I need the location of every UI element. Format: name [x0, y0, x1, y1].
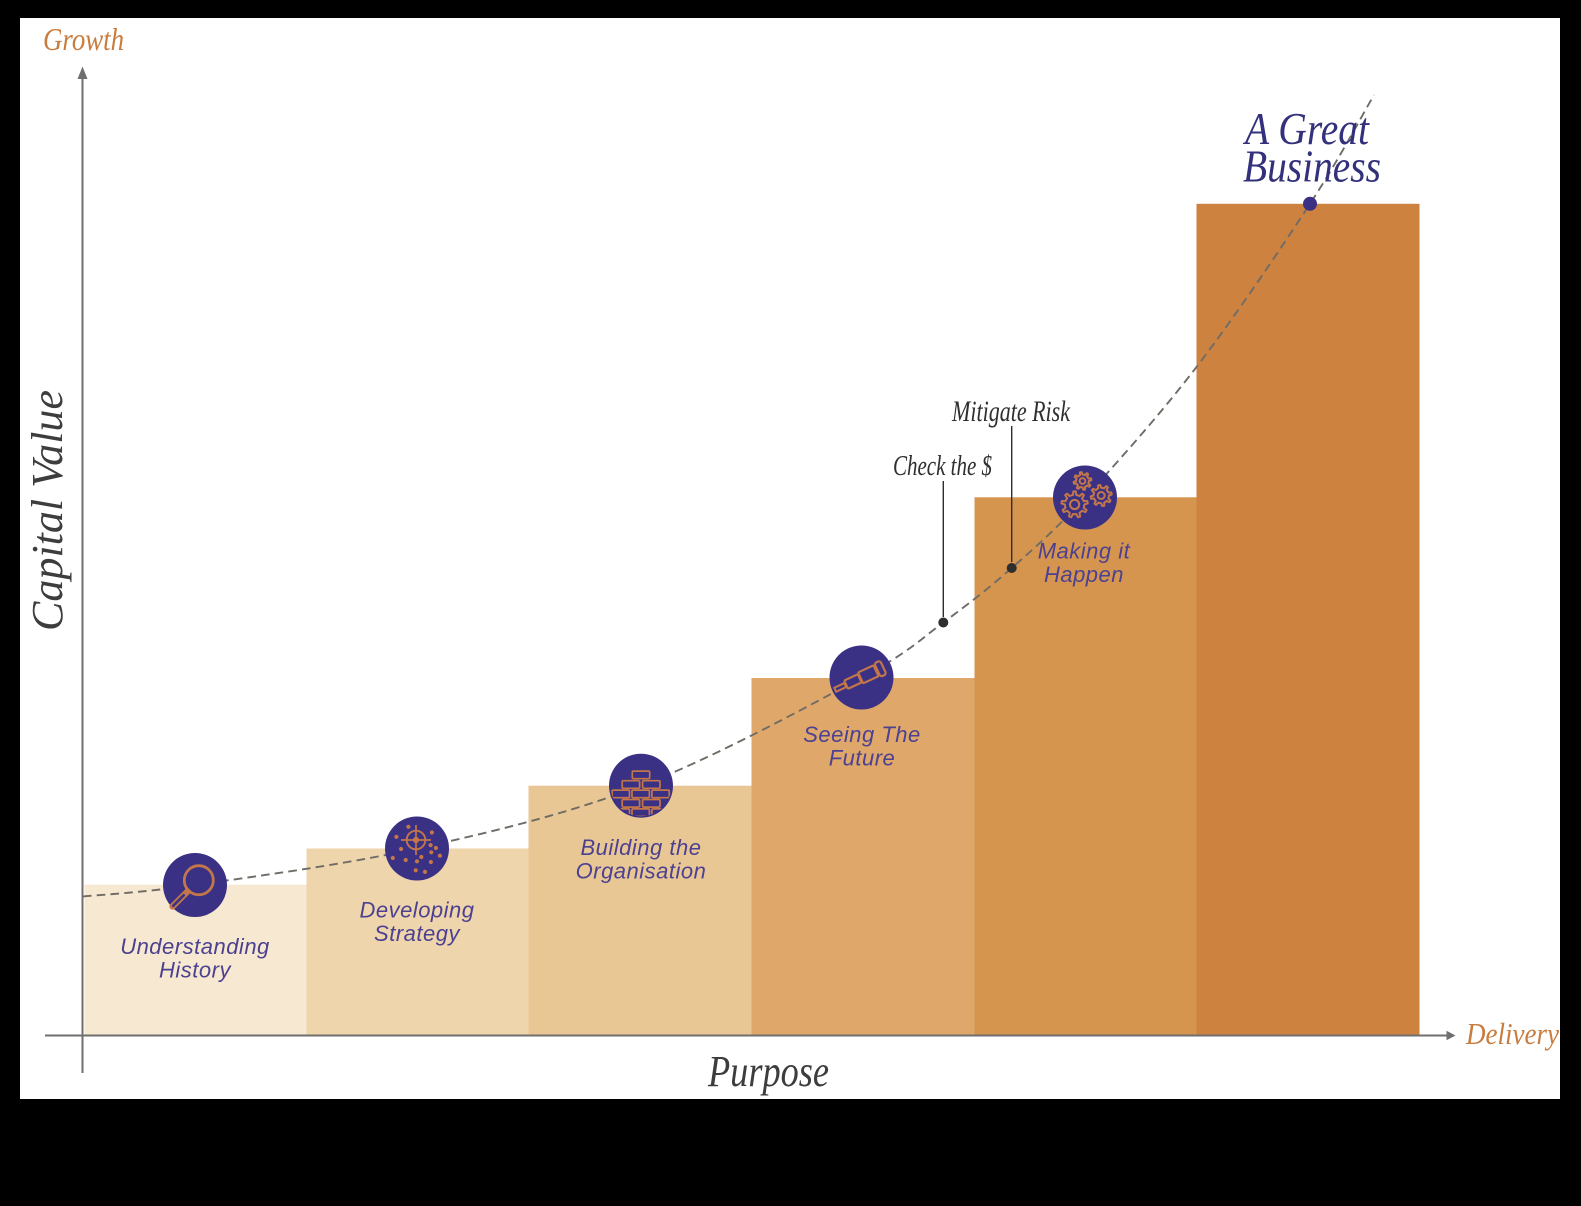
svg-text:Building the: Building the: [581, 835, 702, 860]
svg-text:Developing: Developing: [359, 898, 474, 923]
svg-text:Purpose: Purpose: [707, 1047, 829, 1096]
svg-text:Growth: Growth: [43, 21, 124, 57]
svg-text:Capital Value: Capital Value: [23, 390, 72, 631]
svg-text:Happen: Happen: [1044, 562, 1124, 587]
svg-text:A Great: A Great: [1242, 104, 1370, 154]
svg-text:Strategy: Strategy: [374, 921, 461, 946]
svg-text:Understanding: Understanding: [120, 934, 270, 959]
svg-text:Organisation: Organisation: [576, 859, 707, 884]
svg-text:Business: Business: [1243, 142, 1381, 192]
svg-text:Mitigate Risk: Mitigate Risk: [951, 395, 1070, 428]
svg-text:Future: Future: [829, 746, 896, 771]
svg-text:Delivery: Delivery: [1465, 1016, 1559, 1051]
svg-text:History: History: [159, 958, 232, 983]
svg-text:Check the $: Check the $: [893, 450, 992, 482]
svg-text:Seeing The: Seeing The: [803, 722, 921, 747]
svg-text:Making it: Making it: [1038, 539, 1131, 564]
